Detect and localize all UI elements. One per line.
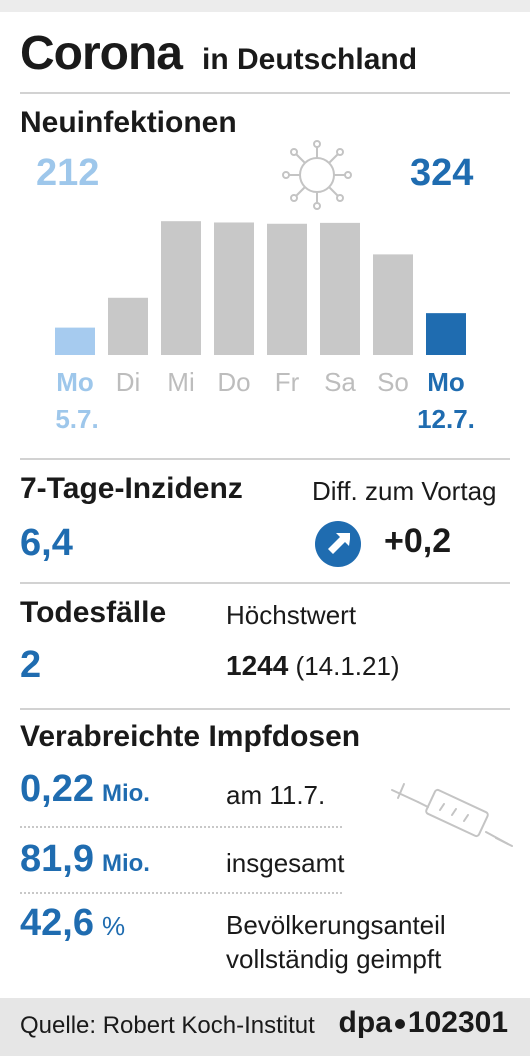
bar-4 (214, 222, 254, 355)
divider (20, 708, 510, 710)
incidence-diff-label: Diff. zum Vortag (312, 476, 497, 506)
bar-2 (108, 297, 148, 355)
deaths-max-label: Höchstwert (226, 600, 357, 630)
bar-6 (320, 222, 360, 355)
title-subtitle: in Deutschland (202, 43, 418, 76)
vaccination-heading: Verabreichte Impfdosen (20, 720, 361, 753)
infections-first-value: 212 (36, 152, 100, 194)
divider (20, 582, 510, 584)
deaths-max: 1244 (14.1.21) (226, 650, 400, 682)
vaccination-value-daily: 0,22 (20, 768, 94, 810)
deaths-max-date: (14.1.21) (295, 651, 400, 681)
tick-label-6: Sa (324, 367, 356, 397)
infections-heading: Neuinfektionen (20, 106, 237, 139)
bar-chart: Mo Di Mi Do Fr Sa So Mo 5.7. 12.7. (55, 221, 475, 434)
title-main: Corona (20, 27, 183, 80)
agency-dot (394, 1019, 405, 1030)
divider (20, 458, 510, 460)
tick-label-3: Mi (167, 367, 194, 397)
dotted-divider (20, 892, 342, 894)
tick-label-4: Do (217, 367, 250, 397)
vaccination-row-value: 81,9 Mio. (20, 838, 150, 881)
source-label: Quelle: Robert Koch-Institut (20, 1012, 315, 1039)
tick-label-8: Mo (427, 367, 465, 397)
infections-last-value: 324 (410, 152, 474, 194)
bar-5 (267, 223, 307, 355)
vaccination-value-total: 81,9 (20, 838, 94, 880)
arrow-up-right-icon (315, 521, 361, 567)
agency-name: dpa (338, 1006, 392, 1039)
deaths-value: 2 (20, 644, 42, 686)
vaccination-unit-share: % (101, 911, 126, 941)
bar-8 (426, 313, 466, 355)
vaccination-label-share-2: vollständig geimpft (226, 944, 442, 974)
vaccination-value-share: 42,6 (20, 902, 94, 944)
vaccination-unit-total: Mio. (101, 850, 150, 877)
tick-label-7: So (377, 367, 409, 397)
page-title: Corona in Deutschland (20, 26, 417, 86)
dotted-divider (20, 826, 342, 828)
bar-1 (55, 327, 95, 355)
tick-label-5: Fr (275, 367, 300, 397)
virus-icon (282, 140, 352, 210)
divider (20, 92, 510, 94)
vaccination-row-value: 0,22 Mio. (20, 768, 150, 811)
footer: Quelle: Robert Koch-Institut dpa 102301 (0, 998, 530, 1056)
tick-label-2: Di (116, 367, 141, 397)
tick-label-1: Mo (56, 367, 94, 397)
syringe-icon (391, 783, 513, 847)
vaccination-label-daily: am 11.7. (226, 780, 326, 810)
vaccination-unit-daily: Mio. (101, 780, 150, 807)
last-date-label: 12.7. (417, 404, 475, 434)
incidence-value: 6,4 (20, 522, 73, 564)
agency-id: dpa 102301 (339, 1006, 508, 1040)
deaths-heading: Todesfälle (20, 596, 167, 629)
deaths-max-value: 1244 (226, 650, 289, 681)
bar-7 (373, 254, 413, 355)
vaccination-label-total: insgesamt (226, 848, 345, 878)
vaccination-row-value: 42,6% (20, 902, 125, 945)
graphic-id: 102301 (407, 1006, 508, 1039)
incidence-diff-value: +0,2 (384, 522, 452, 560)
bar-3 (161, 221, 201, 355)
first-date-label: 5.7. (55, 404, 98, 434)
incidence-heading: 7-Tage-Inzidenz (20, 472, 243, 505)
vaccination-label-share: Bevölkerungsanteil (226, 910, 446, 940)
top-band (0, 0, 530, 12)
